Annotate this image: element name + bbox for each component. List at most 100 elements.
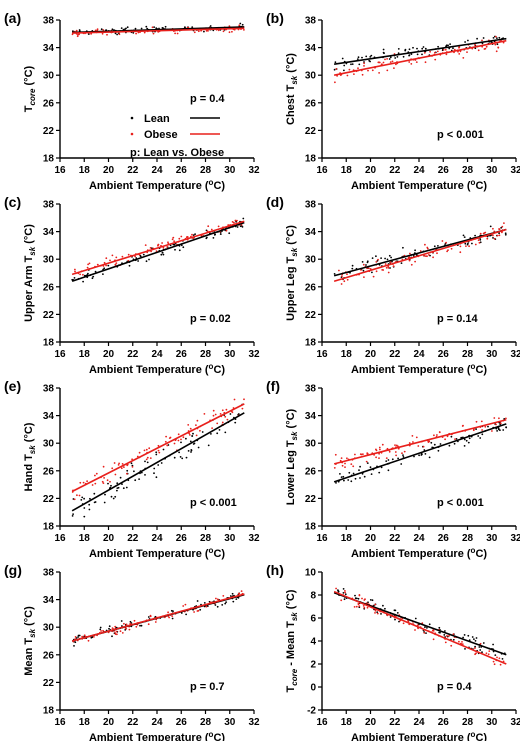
y-tick-label: 34 xyxy=(305,411,317,422)
x-tick-label: 28 xyxy=(200,349,212,360)
x-tick-label: 26 xyxy=(176,533,188,544)
x-tick-label: 32 xyxy=(510,165,520,176)
lean-point xyxy=(145,25,148,28)
obese-point xyxy=(236,219,238,222)
obese-point xyxy=(442,49,445,51)
lean-point xyxy=(146,461,149,464)
lean-point xyxy=(369,56,372,58)
lean-point xyxy=(362,269,365,272)
lean-point xyxy=(494,654,497,656)
y-tick-label: 18 xyxy=(305,154,317,165)
lean-point xyxy=(235,598,238,600)
lean-point xyxy=(502,429,505,431)
lean-point xyxy=(492,237,494,239)
obese-point xyxy=(212,414,215,417)
x-tick-label: 24 xyxy=(151,165,163,176)
obese-point xyxy=(374,612,376,614)
obese-point xyxy=(211,427,214,429)
obese-point xyxy=(161,242,164,244)
obese-point xyxy=(335,68,338,70)
lean-point xyxy=(462,636,464,639)
y-tick-label: 22 xyxy=(43,678,55,689)
lean-point xyxy=(416,53,419,56)
y-tick-label: 38 xyxy=(43,200,55,211)
obese-point xyxy=(334,81,336,84)
lean-point xyxy=(365,55,368,58)
obese-point xyxy=(106,479,109,482)
obese-point xyxy=(482,232,485,235)
obese-point xyxy=(381,443,384,446)
obese-point xyxy=(103,477,105,479)
obese-point xyxy=(123,622,125,625)
obese-point xyxy=(135,625,138,628)
lean-point xyxy=(474,640,477,642)
x-tick-label: 18 xyxy=(341,165,353,176)
obese-point xyxy=(374,603,377,606)
lean-point xyxy=(464,648,466,650)
lean-point xyxy=(397,457,399,460)
lean-point xyxy=(153,472,155,475)
lean-point xyxy=(74,641,77,644)
y-tick-label: 34 xyxy=(43,227,55,238)
obese-point xyxy=(354,453,356,456)
obese-point xyxy=(75,29,78,32)
obese-point xyxy=(101,480,104,483)
lean-point xyxy=(137,260,140,262)
lean-point xyxy=(467,634,470,637)
obese-regression-line xyxy=(72,27,245,34)
lean-point xyxy=(178,451,181,454)
lean-point xyxy=(397,52,400,55)
lean-point xyxy=(120,27,123,29)
lean-point xyxy=(102,273,104,275)
obese-point xyxy=(216,422,219,425)
obese-point xyxy=(340,599,343,602)
y-tick-label: 30 xyxy=(305,439,317,450)
lean-point xyxy=(83,515,86,518)
obese-point xyxy=(334,453,337,456)
obese-point xyxy=(228,31,231,34)
lean-point xyxy=(501,658,504,660)
lean-point xyxy=(343,69,345,72)
legend-note: p: Lean vs. Obese xyxy=(130,147,224,159)
lean-point xyxy=(139,624,141,627)
lean-point xyxy=(391,458,394,461)
lean-point xyxy=(380,613,382,615)
obese-point xyxy=(180,235,183,238)
x-tick-label: 20 xyxy=(103,165,115,176)
x-tick-label: 30 xyxy=(486,533,498,544)
obese-point xyxy=(480,420,483,423)
obese-point xyxy=(375,449,378,452)
lean-point xyxy=(474,645,476,648)
p-value-label: p = 0.4 xyxy=(437,681,472,693)
lean-point xyxy=(203,30,205,33)
obese-point xyxy=(447,249,449,252)
obese-point xyxy=(376,612,379,615)
obese-point xyxy=(505,417,507,420)
lean-point xyxy=(229,595,232,597)
p-value-label: p = 0.4 xyxy=(190,93,225,105)
lean-point xyxy=(473,638,475,640)
obese-point xyxy=(166,444,169,447)
lean-point xyxy=(402,246,404,249)
lean-point xyxy=(181,457,184,460)
y-axis-title: Lower Leg Tsk (°C) xyxy=(285,408,299,505)
obese-point xyxy=(171,615,174,617)
y-tick-label: 10 xyxy=(305,568,317,579)
obese-point xyxy=(361,73,364,76)
obese-point xyxy=(438,431,441,433)
y-tick-label: 38 xyxy=(305,384,317,395)
lean-point xyxy=(189,440,192,443)
obese-point xyxy=(445,53,448,56)
lean-point xyxy=(91,277,94,280)
obese-point xyxy=(217,29,220,32)
lean-point xyxy=(236,226,239,228)
obese-point xyxy=(145,458,148,461)
lean-point xyxy=(422,46,425,48)
x-axis-title: Ambient Temperature (oC) xyxy=(351,730,487,741)
obese-point xyxy=(173,240,176,243)
obese-point xyxy=(389,261,392,264)
x-tick-label: 22 xyxy=(127,717,139,728)
